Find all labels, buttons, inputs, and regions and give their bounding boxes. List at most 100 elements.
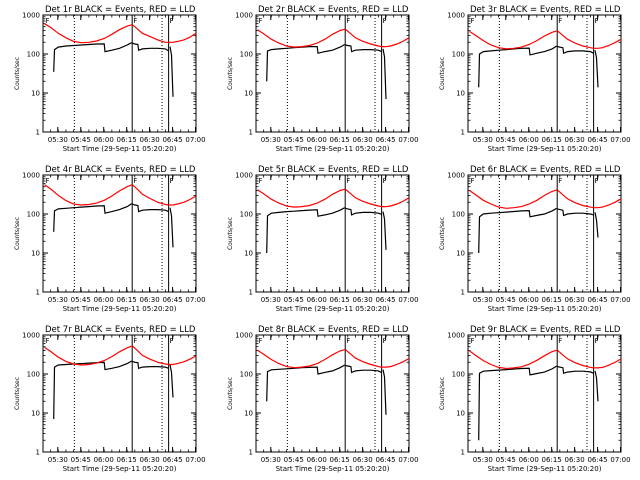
y-tick-label: 1000: [22, 12, 40, 20]
series-events-segment: [53, 203, 133, 232]
x-tick-label: 05:30: [48, 296, 68, 304]
x-tick-label: 06:30: [140, 456, 160, 464]
x-tick-label: 05:45: [496, 456, 516, 464]
series-events-segment: [594, 212, 599, 238]
y-tick-label: 10: [31, 410, 40, 418]
y-tick-label: 100: [452, 371, 465, 379]
x-axis-title: Start Time (29-Sep-11 05:20:20): [63, 305, 177, 313]
series-events-segment: [382, 48, 387, 100]
x-tick-label: 05:45: [496, 136, 516, 144]
series-events-segment: [266, 43, 345, 82]
series-events-segment: [345, 207, 382, 216]
plot-frame: [255, 334, 410, 453]
x-tick-label: 05:45: [496, 296, 516, 304]
x-tick-label: 06:15: [330, 296, 350, 304]
x-tick-label: 05:30: [473, 136, 493, 144]
panel-title: Det 7r BLACK = Events, RED = LLD: [45, 325, 196, 335]
panel-title: Det 9r BLACK = Events, RED = LLD: [470, 325, 621, 335]
y-axis-title: Counts/sec: [227, 57, 234, 90]
panel-det-5: Det 5r BLACK = Events, RED = LLD 1 10 100 10…: [227, 165, 419, 313]
x-tick-label: 05:30: [473, 296, 493, 304]
x-tick-label: 05:45: [71, 296, 91, 304]
series-lld-segment: [345, 188, 410, 208]
x-tick-label: 07:00: [398, 296, 418, 304]
panel-det-6: Det 6r BLACK = Events, RED = LLD 1 10 100 10…: [439, 165, 631, 313]
x-tick-label: 06:00: [94, 296, 114, 304]
y-tick-label: 1000: [447, 332, 465, 340]
series-lld-segment: [469, 30, 557, 50]
y-tick-label: 10: [244, 410, 253, 418]
panel-det-2: Det 2r BLACK = Events, RED = LLD 1 10 100 10…: [227, 5, 419, 153]
x-tick-label: 06:45: [587, 456, 607, 464]
y-tick-label: 100: [452, 51, 465, 59]
flag-marker: F: [471, 17, 475, 25]
x-tick-label: 06:00: [94, 136, 114, 144]
x-tick-label: 06:00: [519, 136, 539, 144]
y-tick-label: 10: [456, 90, 465, 98]
y-tick-label: 100: [240, 51, 253, 59]
plot-frame: [42, 174, 197, 293]
x-tick-label: 06:45: [162, 136, 182, 144]
panel-det-1: Det 1r BLACK = Events, RED = LLD 1 10 100 10…: [14, 5, 206, 153]
flag-marker: F: [346, 337, 350, 345]
x-tick-label: 06:30: [565, 456, 585, 464]
x-tick-label: 06:45: [587, 296, 607, 304]
series-events-segment: [169, 364, 174, 398]
y-tick-label: 10: [456, 250, 465, 258]
series-events-segment: [594, 50, 599, 88]
flag-marker: F: [595, 17, 599, 25]
flag-marker: F: [471, 337, 475, 345]
series-lld-segment: [557, 189, 622, 209]
x-tick-label: 06:00: [307, 456, 327, 464]
flag-marker: F: [558, 337, 562, 345]
x-tick-label: 06:15: [117, 136, 137, 144]
y-tick-label: 1: [36, 129, 40, 137]
flag-marker: F: [471, 177, 475, 185]
series-events-segment: [594, 370, 599, 402]
x-tick-label: 06:15: [117, 456, 137, 464]
x-tick-label: 05:45: [71, 456, 91, 464]
plot-frame: [42, 14, 197, 133]
x-tick-label: 06:30: [353, 456, 373, 464]
y-axis-title: Counts/sec: [14, 377, 21, 410]
x-axis-title: Start Time (29-Sep-11 05:20:20): [63, 145, 177, 153]
y-tick-label: 1000: [22, 332, 40, 340]
y-tick-label: 1000: [235, 172, 253, 180]
panel-title: Det 5r BLACK = Events, RED = LLD: [258, 165, 409, 175]
series-events-segment: [169, 207, 174, 248]
x-tick-label: 06:15: [542, 456, 562, 464]
x-axis-title: Start Time (29-Sep-11 05:20:20): [488, 305, 602, 313]
flag-marker: F: [346, 177, 350, 185]
y-axis-title: Counts/sec: [439, 217, 446, 250]
panel-det-9: Det 9r BLACK = Events, RED = LLD 1 10 100 10…: [439, 325, 631, 473]
x-axis-title: Start Time (29-Sep-11 05:20:20): [276, 465, 390, 473]
y-tick-label: 1000: [447, 172, 465, 180]
flag-marker: F: [170, 337, 174, 345]
series-events-segment: [132, 42, 169, 52]
panel-det-3: Det 3r BLACK = Events, RED = LLD 1 10 100 10…: [439, 5, 631, 153]
panel-det-4: Det 4r BLACK = Events, RED = LLD 1 10 100 10…: [14, 165, 206, 313]
series-lld-segment: [469, 349, 557, 370]
y-tick-label: 1: [249, 449, 253, 457]
series-events-segment: [169, 46, 174, 97]
flag-marker: F: [259, 17, 263, 25]
series-events-segment: [478, 45, 558, 88]
x-tick-label: 06:45: [375, 296, 395, 304]
x-tick-label: 06:30: [565, 136, 585, 144]
x-tick-label: 06:45: [587, 136, 607, 144]
series-events-segment: [478, 365, 558, 441]
series-events-segment: [557, 208, 594, 217]
series-lld-segment: [132, 345, 197, 366]
x-tick-label: 07:00: [398, 456, 418, 464]
y-axis-title: Counts/sec: [439, 57, 446, 90]
x-tick-label: 05:45: [284, 296, 304, 304]
x-tick-label: 05:30: [48, 136, 68, 144]
y-tick-label: 100: [240, 371, 253, 379]
x-tick-label: 06:45: [375, 136, 395, 144]
y-axis-title: Counts/sec: [227, 377, 234, 410]
y-tick-label: 10: [31, 90, 40, 98]
y-tick-label: 1: [461, 449, 465, 457]
panel-title: Det 4r BLACK = Events, RED = LLD: [45, 165, 196, 175]
x-tick-label: 07:00: [610, 136, 630, 144]
series-lld-segment: [345, 28, 410, 48]
